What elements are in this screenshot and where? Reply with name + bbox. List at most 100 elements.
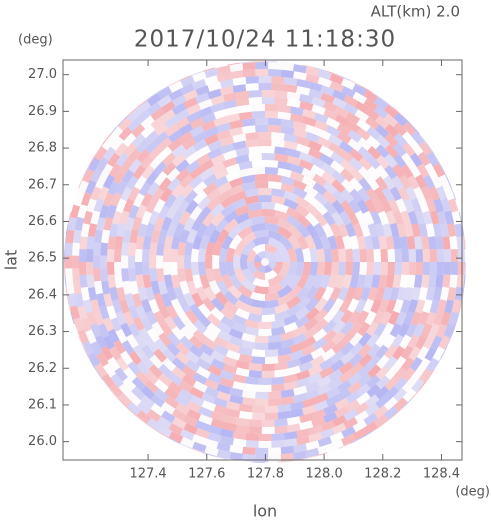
echo-cell [171, 102, 187, 116]
echo-cell [219, 247, 228, 262]
echo-cell [325, 386, 341, 399]
echo-cell [134, 334, 147, 349]
echo-cell [383, 396, 398, 411]
echo-cell [171, 183, 185, 198]
echo-cell [371, 274, 381, 289]
echo-cell [373, 248, 381, 262]
echo-cell [422, 210, 433, 225]
echo-cell [160, 109, 176, 123]
echo-cell [449, 274, 458, 288]
y-tick-label: 26.1 [28, 397, 57, 412]
echo-cell [168, 80, 184, 93]
echo-cell [128, 204, 140, 220]
echo-cell [410, 311, 422, 326]
echo-cell [242, 69, 256, 78]
echo-cell [380, 198, 392, 213]
echo-cell [213, 404, 228, 416]
echo-cell [175, 108, 190, 122]
echo-cell [384, 123, 399, 138]
echo-cell [214, 344, 229, 357]
echo-cell [123, 311, 135, 326]
echo-cell [451, 299, 462, 314]
echo-cell [323, 262, 332, 276]
echo-cell [274, 90, 288, 99]
echo-cell [325, 125, 341, 138]
echo-cell [258, 321, 272, 329]
echo-cell [308, 432, 323, 443]
echo-cell [216, 449, 231, 459]
echo-cell [337, 223, 349, 238]
echo-cell [124, 216, 135, 232]
echo-cell [79, 274, 88, 288]
echo-cell [328, 377, 343, 390]
echo-cell [384, 143, 399, 159]
echo-cell [443, 262, 451, 275]
echo-cell [365, 394, 380, 408]
echo-cell [352, 419, 368, 433]
echo-cell [248, 153, 262, 162]
echo-cell [280, 62, 294, 71]
echo-cell [343, 94, 358, 107]
echo-cell [206, 322, 221, 336]
echo-cell [347, 298, 360, 313]
echo-cell [185, 151, 200, 165]
echo-cell [158, 304, 171, 319]
echo-cell [195, 92, 210, 104]
echo-cell [120, 158, 133, 174]
echo-cell [64, 249, 66, 262]
echo-cell [118, 117, 132, 132]
echo-cell [148, 210, 160, 225]
echo-cell [265, 349, 279, 357]
echo-cell [454, 286, 464, 301]
echo-cell [166, 167, 181, 182]
echo-cell [340, 188, 354, 204]
echo-cell [229, 177, 244, 189]
echo-cell [432, 346, 445, 362]
echo-cell [179, 174, 194, 189]
echo-cell [321, 162, 336, 176]
echo-cell [177, 241, 187, 256]
echo-cell [197, 303, 212, 318]
echo-cell [93, 311, 105, 326]
echo-cell [331, 340, 346, 354]
echo-cell [433, 311, 444, 326]
echo-cell [302, 247, 311, 262]
echo-cell [402, 388, 417, 403]
echo-cell [219, 136, 235, 147]
echo-cell [330, 350, 345, 364]
echo-cell [80, 223, 90, 238]
echo-cell [294, 247, 304, 262]
echo-cell [137, 286, 148, 301]
echo-cell [358, 166, 372, 181]
echo-cell [192, 372, 208, 385]
echo-cell [65, 268, 73, 282]
echo-cell [274, 302, 290, 314]
echo-cell [304, 234, 316, 250]
echo-cell [229, 274, 243, 290]
echo-cell [456, 236, 465, 250]
echo-cell [265, 291, 280, 301]
echo-cell [73, 192, 85, 207]
echo-cell [395, 198, 407, 213]
echo-cell [241, 268, 256, 284]
echo-cell [316, 136, 332, 149]
echo-cell [199, 167, 214, 181]
echo-cell [144, 286, 156, 302]
echo-cell [222, 414, 237, 425]
echo-cell [357, 187, 371, 203]
echo-cell [140, 115, 155, 129]
echo-cell [185, 309, 199, 325]
echo-cell [376, 354, 390, 369]
echo-cell [317, 443, 332, 455]
echo-cell [251, 111, 265, 119]
echo-cell [216, 72, 231, 82]
echo-cell [210, 153, 226, 166]
echo-cell [404, 222, 414, 237]
echo-cell [178, 298, 191, 314]
echo-cell [305, 223, 319, 239]
echo-cell [109, 383, 124, 398]
echo-cell [349, 177, 363, 192]
echo-cell [103, 146, 116, 161]
echo-cell [292, 179, 307, 191]
echo-cell [357, 137, 372, 151]
